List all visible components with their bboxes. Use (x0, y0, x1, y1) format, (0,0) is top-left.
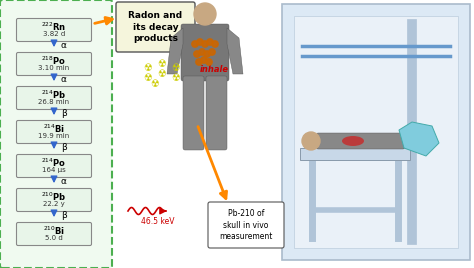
Text: inhale: inhale (200, 65, 229, 75)
Text: $^{210}$Bi: $^{210}$Bi (43, 224, 65, 237)
Circle shape (209, 49, 215, 55)
FancyBboxPatch shape (183, 76, 204, 150)
Text: Radon and
its decay
products: Radon and its decay products (128, 12, 182, 43)
Text: Pb-210 of
skull in vivo
measurement: Pb-210 of skull in vivo measurement (219, 209, 273, 241)
Text: 3.10 min: 3.10 min (38, 65, 70, 71)
Circle shape (202, 41, 208, 47)
FancyBboxPatch shape (17, 188, 91, 211)
FancyBboxPatch shape (116, 2, 195, 52)
Text: β: β (61, 109, 67, 117)
Text: 19.9 min: 19.9 min (38, 133, 70, 139)
Bar (294, 16, 458, 248)
Circle shape (199, 49, 205, 55)
Text: α: α (61, 177, 67, 185)
Circle shape (207, 39, 213, 45)
Text: ☢: ☢ (151, 79, 159, 89)
Text: 3.82 d: 3.82 d (43, 31, 65, 38)
FancyBboxPatch shape (208, 202, 284, 248)
Text: β: β (61, 210, 67, 219)
FancyBboxPatch shape (17, 154, 91, 177)
Text: ☢: ☢ (158, 59, 166, 69)
Circle shape (204, 51, 210, 57)
Circle shape (192, 41, 198, 47)
Circle shape (201, 57, 207, 63)
Circle shape (197, 39, 203, 45)
Polygon shape (399, 122, 439, 156)
Circle shape (194, 3, 216, 25)
FancyBboxPatch shape (17, 222, 91, 245)
Text: 46.5 keV: 46.5 keV (141, 217, 175, 225)
Circle shape (212, 41, 218, 47)
FancyBboxPatch shape (17, 87, 91, 110)
FancyBboxPatch shape (181, 24, 229, 81)
Text: 22.2 y: 22.2 y (43, 201, 65, 207)
Bar (282, 4, 470, 260)
Circle shape (206, 59, 212, 65)
Text: $^{222}$Rn: $^{222}$Rn (41, 20, 67, 33)
Circle shape (196, 59, 202, 65)
Text: $^{210}$Pb: $^{210}$Pb (41, 190, 67, 203)
Bar (300, 148, 410, 160)
Circle shape (194, 51, 200, 57)
Text: 5.0 d: 5.0 d (45, 235, 63, 241)
FancyBboxPatch shape (0, 0, 112, 268)
Text: $^{214}$Bi: $^{214}$Bi (43, 122, 65, 135)
Text: α: α (61, 75, 67, 84)
Text: ☢: ☢ (144, 63, 152, 73)
Text: 164 μs: 164 μs (42, 168, 66, 173)
Text: $^{218}$Po: $^{218}$Po (41, 54, 66, 67)
Bar (201, 14, 209, 26)
FancyBboxPatch shape (317, 133, 404, 149)
Circle shape (302, 132, 320, 150)
FancyBboxPatch shape (17, 53, 91, 76)
Text: $^{214}$Po: $^{214}$Po (41, 156, 66, 169)
Text: ☢: ☢ (172, 63, 181, 73)
Ellipse shape (342, 136, 364, 146)
Polygon shape (167, 28, 183, 74)
FancyBboxPatch shape (17, 121, 91, 143)
Text: ☢: ☢ (172, 73, 181, 83)
Text: ☢: ☢ (144, 73, 152, 83)
Text: $^{214}$Pb: $^{214}$Pb (41, 88, 67, 100)
Text: β: β (61, 143, 67, 151)
FancyBboxPatch shape (17, 18, 91, 42)
FancyBboxPatch shape (206, 76, 227, 150)
Text: ☢: ☢ (158, 69, 166, 79)
Text: 26.8 min: 26.8 min (38, 99, 70, 105)
Polygon shape (227, 28, 243, 74)
Text: α: α (61, 40, 67, 50)
